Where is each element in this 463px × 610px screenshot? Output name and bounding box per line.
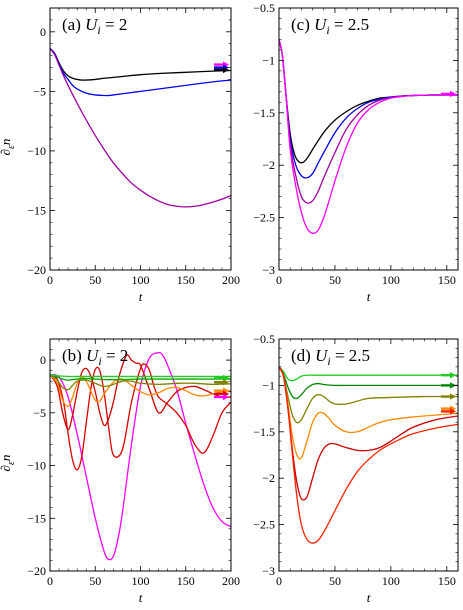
y-tick-label-2-4: 0: [40, 353, 46, 367]
series-line-2-4: [50, 374, 231, 391]
arrow-head-2-1: [223, 379, 229, 386]
series-line-3-4: [279, 366, 458, 501]
y-tick-label-3-0: −3: [262, 564, 275, 578]
x-tick-label-3-1: 50: [329, 574, 341, 588]
panel-3: 0 50 100 150 −3 −2.5 −2 −1.5 −1 −0.5 t (d) Ui = 2.5: [253, 332, 459, 605]
y-tick-label-2-1: −15: [27, 511, 46, 525]
x-tick-label-3-3: 150: [438, 574, 456, 588]
x-tick-label-0-2: 100: [132, 273, 150, 287]
y-tick-label-1-1: −2.5: [253, 211, 275, 225]
series-line-3-2: [279, 366, 458, 424]
x-axis-label-0: t: [139, 289, 143, 304]
panel-title-0: (a) Ui = 2: [62, 15, 127, 37]
panel-title-2: (b) Ui = 2: [62, 346, 128, 368]
panel-title-1: (c) Ui = 2.5: [291, 15, 369, 37]
arrow-head-3-2: [450, 393, 456, 400]
y-tick-label-3-3: −1.5: [253, 425, 275, 439]
y-tick-label-0-2: −10: [27, 144, 46, 158]
panel-0: 0 50 100 150 200 −20 −15 −10 −5 0 t ∂εn (a) Ui = 2: [0, 7, 240, 304]
x-tick-label-1-0: 0: [276, 273, 282, 287]
x-tick-label-1-2: 100: [382, 273, 400, 287]
plot-frame-2: [49, 338, 232, 572]
y-axis-label-2: ∂εn: [0, 455, 17, 472]
series-line-1-2: [279, 39, 458, 204]
panel-2: 0 50 100 150 200 −20 −15 −10 −5 0 t ∂εn (b) Ui = 2: [0, 338, 240, 605]
y-tick-label-0-4: 0: [40, 25, 46, 39]
x-tick-label-2-4: 200: [222, 574, 240, 588]
series-line-0-0: [50, 48, 231, 81]
x-tick-label-3-2: 100: [382, 574, 400, 588]
arrow-head-2-0: [223, 374, 229, 382]
arrow-head-2-4: [223, 393, 229, 401]
series-line-0-1: [50, 48, 231, 97]
y-axis-label-0: ∂εn: [0, 139, 17, 156]
arrow-head-3-0: [450, 371, 456, 379]
x-axis-label-2: t: [139, 590, 143, 605]
panel-title-3: (d) Ui = 2.5: [291, 346, 370, 368]
panel-1: 0 50 100 150 −3 −2.5 −2 −1.5 −1 −0.5 t (c) Ui = 2.5: [253, 1, 459, 304]
y-tick-label-1-5: −0.5: [253, 1, 275, 15]
x-tick-label-2-3: 150: [177, 574, 195, 588]
y-tick-label-0-0: −20: [27, 263, 46, 277]
series-line-2-2: [50, 354, 231, 431]
series-line-1-3: [279, 39, 458, 235]
series-line-3-0: [279, 366, 458, 382]
series-line-1-1: [279, 39, 458, 179]
x-tick-label-3-0: 0: [276, 574, 282, 588]
series-line-1-0: [279, 39, 458, 164]
plot-frame-1: [278, 7, 459, 271]
x-tick-label-1-3: 150: [438, 273, 456, 287]
x-tick-label-0-4: 200: [222, 273, 240, 287]
plot-frame-0: [49, 7, 232, 271]
y-tick-label-0-3: −5: [33, 84, 46, 98]
series-line-3-3: [279, 366, 458, 460]
y-tick-label-1-2: −2: [262, 158, 275, 172]
series-line-0-2: [50, 48, 231, 208]
x-axis-label-1: t: [367, 289, 371, 304]
series-line-2-0: [50, 352, 231, 561]
y-tick-label-1-4: −1: [262, 53, 275, 67]
y-tick-label-3-1: −2.5: [253, 518, 275, 532]
x-tick-label-0-1: 50: [89, 273, 101, 287]
arrow-head-1-0: [450, 90, 456, 98]
series-line-2-1: [50, 363, 231, 471]
x-tick-label-1-1: 50: [329, 273, 341, 287]
arrow-head-0-2: [223, 66, 229, 74]
y-tick-label-1-0: −3: [262, 263, 275, 277]
y-tick-label-2-0: −20: [27, 564, 46, 578]
y-tick-label-3-2: −2: [262, 471, 275, 485]
y-tick-label-3-5: −0.5: [253, 332, 275, 346]
x-tick-label-0-3: 150: [177, 273, 195, 287]
x-tick-label-2-1: 50: [89, 574, 101, 588]
x-tick-label-0-0: 0: [47, 273, 53, 287]
x-tick-label-2-0: 0: [47, 574, 53, 588]
series-line-2-6: [50, 374, 231, 378]
y-tick-label-0-1: −15: [27, 203, 46, 217]
series-line-3-5: [279, 366, 458, 544]
y-tick-label-1-3: −1.5: [253, 106, 275, 120]
y-tick-label-3-4: −1: [262, 378, 275, 392]
series-line-3-1: [279, 366, 458, 400]
x-axis-label-3: t: [367, 590, 371, 605]
y-tick-label-2-3: −5: [33, 406, 46, 420]
arrow-head-3-4: [450, 408, 456, 415]
x-tick-label-2-2: 100: [132, 574, 150, 588]
y-tick-label-2-2: −10: [27, 459, 46, 473]
series-line-2-5: [50, 374, 231, 381]
